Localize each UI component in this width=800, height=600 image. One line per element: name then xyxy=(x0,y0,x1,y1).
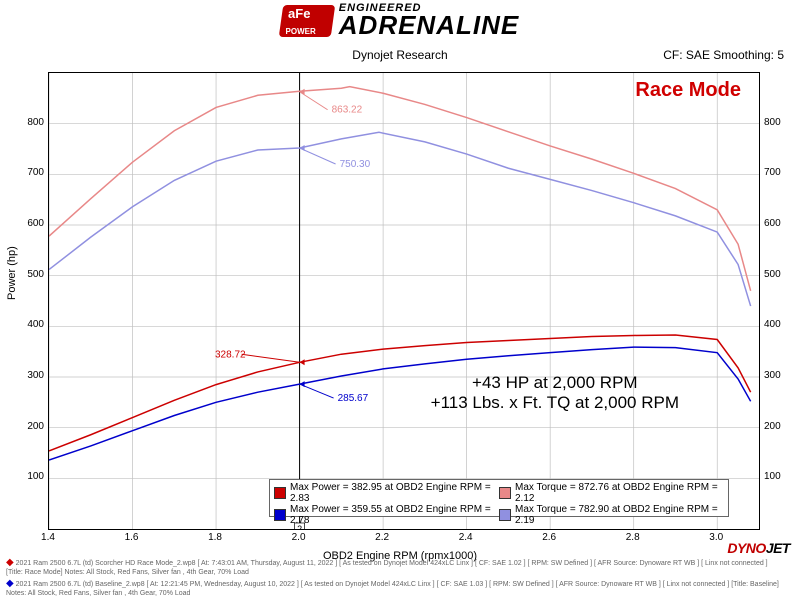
tick-label: 2.8 xyxy=(618,532,648,543)
svg-text:328.72: 328.72 xyxy=(215,349,246,360)
afe-power-badge-icon xyxy=(279,5,335,37)
tick-label: 500 xyxy=(8,269,44,280)
tick-label: 800 xyxy=(8,117,44,128)
tick-label: 400 xyxy=(8,319,44,330)
legend-box: Max Power = 382.95 at OBD2 Engine RPM = … xyxy=(269,479,729,517)
legend-swatch-icon xyxy=(274,509,286,521)
tick-label: 2.0 xyxy=(284,532,314,543)
tick-label: 700 xyxy=(8,167,44,178)
tick-label: 2.2 xyxy=(367,532,397,543)
footer-metadata: ◆ 2021 Ram 2500 6.7L (td) Scorcher HD Ra… xyxy=(6,557,786,598)
tick-label: 300 xyxy=(8,370,44,381)
tick-label: 1.6 xyxy=(117,532,147,543)
tick-label: 3.0 xyxy=(701,532,731,543)
legend-r1c2: Max Torque = 872.76 at OBD2 Engine RPM =… xyxy=(515,482,724,504)
cf-label: CF: SAE Smoothing: 5 xyxy=(663,48,784,62)
tick-label: 100 xyxy=(8,471,44,482)
chart-area: 2863.22750.30328.72285.67 Race Mode +43 … xyxy=(48,72,760,530)
legend-swatch-icon xyxy=(499,487,511,499)
bullet-icon: ◆ xyxy=(6,557,14,568)
race-mode-label: Race Mode xyxy=(635,79,741,102)
dynojet-logo-icon: DYNOJET xyxy=(727,540,790,556)
tick-label: 1.8 xyxy=(200,532,230,543)
dyno-chart-svg: 2863.22750.30328.72285.67 xyxy=(49,73,759,529)
tick-label: 200 xyxy=(8,421,44,432)
brand-bottom: ADRENALINE xyxy=(339,14,519,37)
tick-label: 300 xyxy=(764,370,781,381)
footer-line2: 2021 Ram 2500 6.7L (td) Baseline_2.wp8 [… xyxy=(6,580,779,596)
gains-hp: +43 HP at 2,000 RPM xyxy=(431,373,679,393)
legend-swatch-icon xyxy=(274,487,286,499)
header-logo: ENGINEERED ADRENALINE xyxy=(0,4,800,52)
legend-r2c1: Max Power = 359.55 at OBD2 Engine RPM = … xyxy=(290,504,499,526)
tick-label: 500 xyxy=(764,269,781,280)
tick-label: 100 xyxy=(764,471,781,482)
tick-label: 600 xyxy=(764,218,781,229)
subtitle-row: Dynojet Research CF: SAE Smoothing: 5 xyxy=(0,48,800,62)
tick-label: 800 xyxy=(764,117,781,128)
gains-tq: +113 Lbs. x Ft. TQ at 2,000 RPM xyxy=(431,393,679,413)
svg-text:285.67: 285.67 xyxy=(338,393,369,404)
tick-label: 700 xyxy=(764,167,781,178)
tick-label: 1.4 xyxy=(33,532,63,543)
legend-swatch-icon xyxy=(499,509,511,521)
tick-label: 2.4 xyxy=(451,532,481,543)
gains-text: +43 HP at 2,000 RPM +113 Lbs. x Ft. TQ a… xyxy=(431,373,679,413)
legend-r1c1: Max Power = 382.95 at OBD2 Engine RPM = … xyxy=(290,482,499,504)
tick-label: 400 xyxy=(764,319,781,330)
svg-text:863.22: 863.22 xyxy=(332,105,363,116)
footer-line1: 2021 Ram 2500 6.7L (td) Scorcher HD Race… xyxy=(6,560,768,576)
tick-label: 600 xyxy=(8,218,44,229)
svg-text:750.30: 750.30 xyxy=(340,159,371,170)
tick-label: 200 xyxy=(764,421,781,432)
tick-label: 2.6 xyxy=(534,532,564,543)
legend-r2c2: Max Torque = 782.90 at OBD2 Engine RPM =… xyxy=(515,504,724,526)
bullet-icon: ◆ xyxy=(6,578,14,589)
